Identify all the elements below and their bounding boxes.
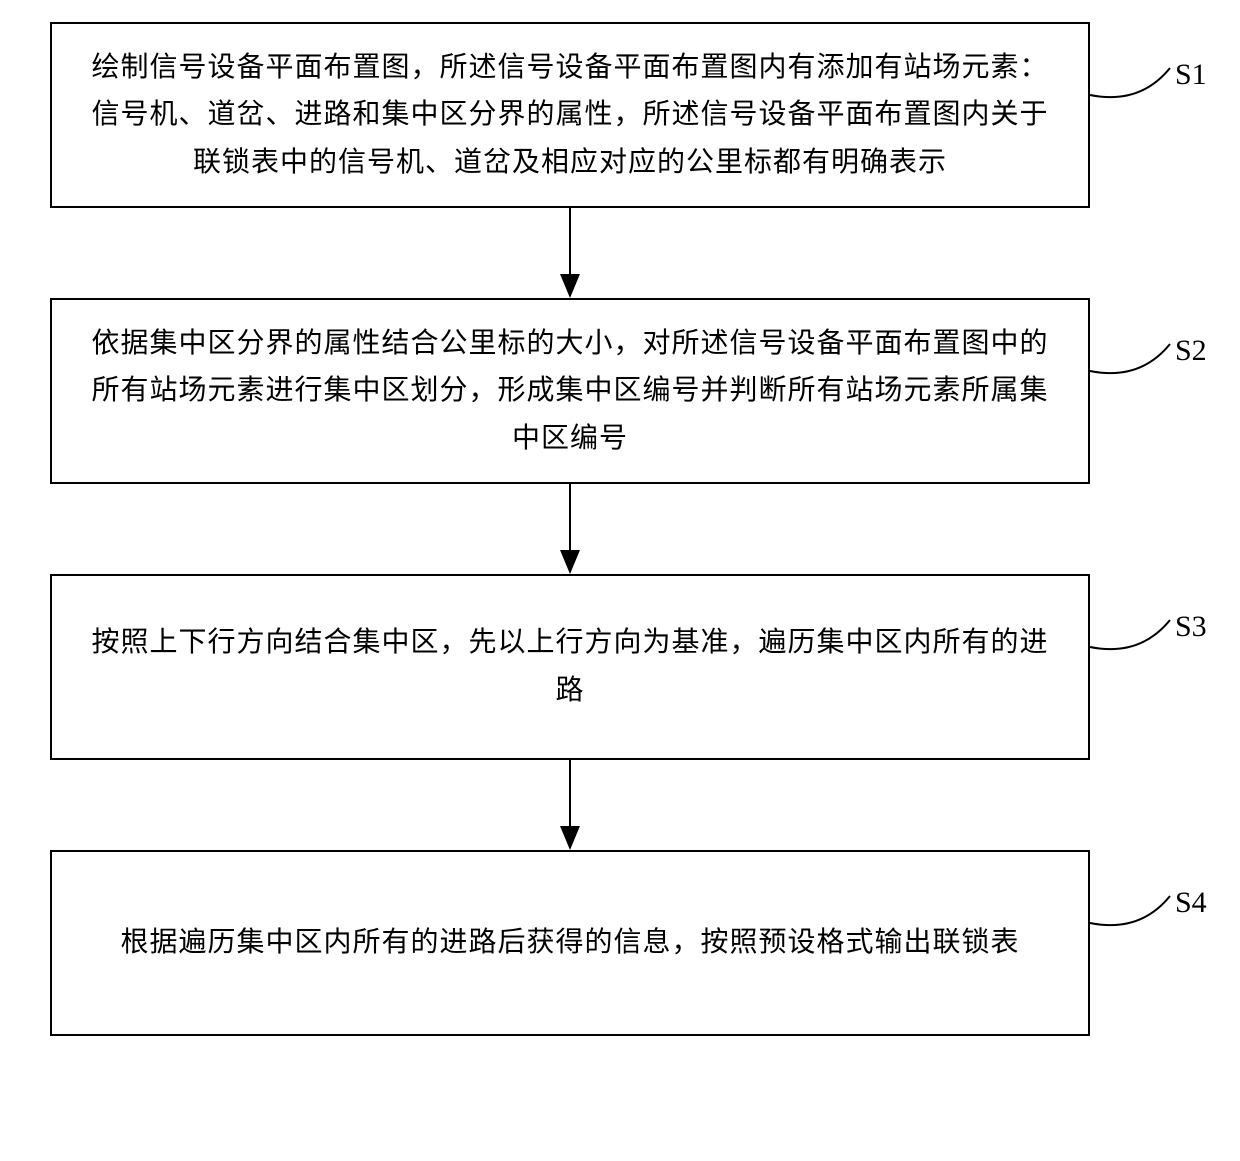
flowchart-canvas: 绘制信号设备平面布置图，所述信号设备平面布置图内有添加有站场元素：信号机、道岔、… — [0, 0, 1240, 1161]
flow-node-s2: 依据集中区分界的属性结合公里标的大小，对所述信号设备平面布置图中的所有站场元素进… — [50, 298, 1090, 484]
flow-label-s4: S4 — [1175, 886, 1207, 920]
flow-node-s3: 按照上下行方向结合集中区，先以上行方向为基准，遍历集中区内所有的进路 — [50, 574, 1090, 760]
flow-label-s3: S3 — [1175, 610, 1207, 644]
flow-label-s1: S1 — [1175, 58, 1207, 92]
flow-node-s1: 绘制信号设备平面布置图，所述信号设备平面布置图内有添加有站场元素：信号机、道岔、… — [50, 22, 1090, 208]
flow-node-text: 根据遍历集中区内所有的进路后获得的信息，按照预设格式输出联锁表 — [120, 919, 1019, 967]
flow-node-text: 依据集中区分界的属性结合公里标的大小，对所述信号设备平面布置图中的所有站场元素进… — [82, 320, 1058, 463]
flow-node-text: 按照上下行方向结合集中区，先以上行方向为基准，遍历集中区内所有的进路 — [82, 619, 1058, 714]
flow-label-s2: S2 — [1175, 334, 1207, 368]
flow-node-text: 绘制信号设备平面布置图，所述信号设备平面布置图内有添加有站场元素：信号机、道岔、… — [82, 44, 1058, 187]
flow-node-s4: 根据遍历集中区内所有的进路后获得的信息，按照预设格式输出联锁表 — [50, 850, 1090, 1036]
